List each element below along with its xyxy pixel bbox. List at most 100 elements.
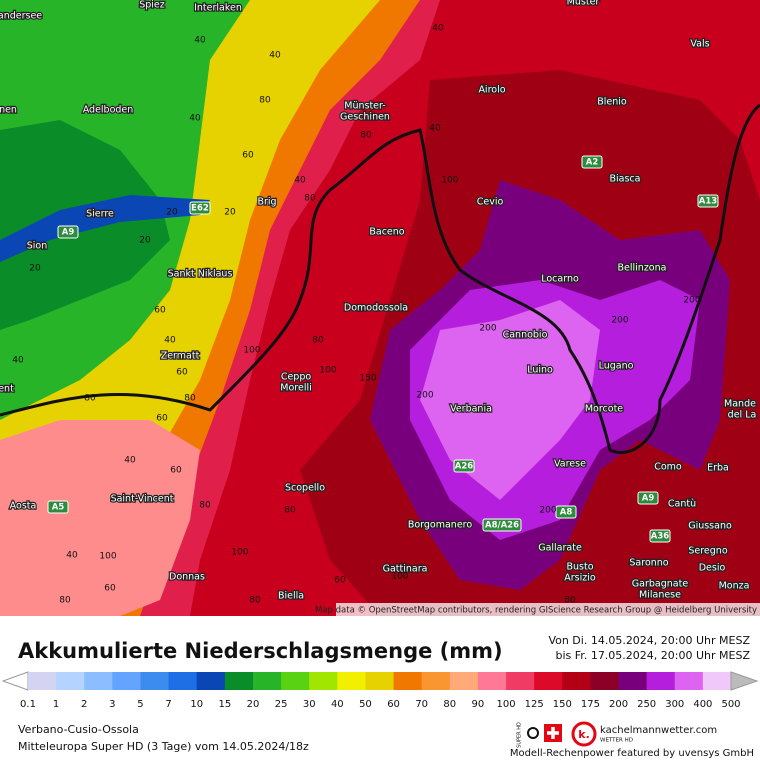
place-label: Baceno	[369, 227, 404, 238]
place-label: Sierre	[86, 209, 114, 220]
scale-arrow-right	[730, 671, 759, 691]
place-label: Gattinara	[383, 564, 428, 575]
road-shield	[453, 459, 475, 473]
scale-box	[196, 672, 226, 690]
scale-label: 300	[665, 699, 684, 710]
scale-label: 15	[218, 699, 231, 710]
place-label: Como	[654, 462, 682, 473]
scale-label: 500	[721, 699, 740, 710]
scale-box	[309, 672, 338, 690]
brand-sub: WETTER HD	[600, 738, 633, 744]
contour-label: 40	[194, 36, 206, 46]
place-label: andersee	[0, 11, 42, 22]
logo-k: k.	[578, 728, 590, 741]
place-label: Geschinen	[340, 112, 390, 123]
scale-box	[646, 672, 676, 690]
scale-label: 20	[247, 699, 260, 710]
scale-label: 150	[553, 699, 572, 710]
place-label: Garbagnate	[632, 579, 689, 590]
map: Spiez Interlaken andersee nen Adelboden Sierr…	[0, 0, 760, 616]
place-label: Borgomanero	[408, 520, 473, 531]
scale-box	[674, 672, 704, 690]
place-label: nen	[0, 105, 17, 116]
scale-box	[56, 672, 85, 690]
contour-label: 60	[334, 576, 346, 586]
scale-label: 3	[109, 699, 115, 710]
place-label: Morelli	[280, 383, 311, 394]
contour-label: 40	[124, 456, 136, 466]
scale-label: 60	[387, 699, 400, 710]
scale-box	[84, 672, 113, 690]
contour-label: 60	[170, 466, 182, 476]
place-label: Biella	[278, 591, 304, 602]
place-label: Saronno	[629, 558, 668, 569]
period-to: bis Fr. 17.05.2024, 20:00 Uhr MESZ	[556, 649, 751, 662]
scale-box	[281, 672, 310, 690]
contour-label: 40	[189, 114, 201, 124]
contour-label: 100	[243, 346, 260, 356]
scale-label: 125	[525, 699, 544, 710]
scale-box	[702, 672, 732, 690]
place-label: del La	[728, 410, 757, 421]
road-label: A9	[62, 228, 75, 238]
contour-label: 80	[564, 596, 576, 606]
scale-arrow-left	[1, 671, 29, 691]
contour-label: 200	[539, 506, 556, 516]
place-label: Varese	[554, 459, 586, 470]
road-shield	[581, 155, 603, 169]
contour-label: 40	[164, 336, 176, 346]
scale-box	[365, 672, 395, 690]
road-label: A5	[52, 503, 65, 513]
place-label: Bellinzona	[618, 263, 667, 274]
scale-label: 250	[637, 699, 656, 710]
road-shield	[482, 518, 522, 532]
contour-label: 60	[242, 151, 254, 161]
scale-box	[337, 672, 366, 690]
scale-box	[534, 672, 563, 690]
scale-label: 25	[275, 699, 288, 710]
place-label: Desio	[699, 563, 726, 574]
place-label: Ceppo	[281, 372, 312, 383]
scale-box	[618, 672, 648, 690]
place-label: Biasca	[610, 174, 641, 185]
place-label: Verbania	[450, 404, 492, 415]
place-label: Erba	[707, 463, 729, 474]
place-label: Blenio	[597, 97, 627, 108]
contour-label: 150	[359, 374, 376, 384]
place-label: Interlaken	[194, 3, 242, 14]
road-label: A8/A26	[485, 521, 519, 531]
scale-label: 50	[359, 699, 372, 710]
attribution-bg	[336, 603, 760, 616]
contour-label: 40	[294, 176, 306, 186]
contour-label: 40	[66, 551, 78, 561]
contour-label: 20	[29, 264, 41, 274]
scale-box	[421, 672, 451, 690]
place-label: Münster-	[344, 101, 385, 112]
scale-box	[506, 672, 535, 690]
contour-label: 100	[441, 176, 458, 186]
place-label: Saint-Vincent	[111, 494, 174, 505]
place-label: Zermatt	[161, 351, 200, 362]
place-label: Vals	[690, 39, 709, 50]
place-label: Arsizio	[564, 573, 596, 584]
region: Verbano-Cusio-Ossola	[18, 723, 139, 736]
scale-label: 400	[693, 699, 712, 710]
badge: SUPER HD	[517, 722, 523, 748]
place-label: Sion	[27, 241, 48, 252]
place-label: Mande	[724, 399, 756, 410]
contour-label: 40	[432, 24, 444, 34]
place-label: Busto	[566, 562, 593, 573]
road-label: A26	[455, 462, 473, 472]
contour-label: 80	[304, 194, 316, 204]
scale-box	[168, 672, 198, 690]
scale-label: 40	[331, 699, 344, 710]
road-label: A9	[642, 494, 655, 504]
scale-box	[562, 672, 591, 690]
contour-label: 60	[176, 368, 188, 378]
road-shield	[189, 201, 211, 215]
road-label: E62	[191, 204, 209, 214]
period-from: Von Di. 14.05.2024, 20:00 Uhr MESZ	[548, 634, 750, 647]
contour-label: 20	[224, 208, 236, 218]
scale-box	[140, 672, 170, 690]
place-label: Gallarate	[538, 543, 582, 554]
